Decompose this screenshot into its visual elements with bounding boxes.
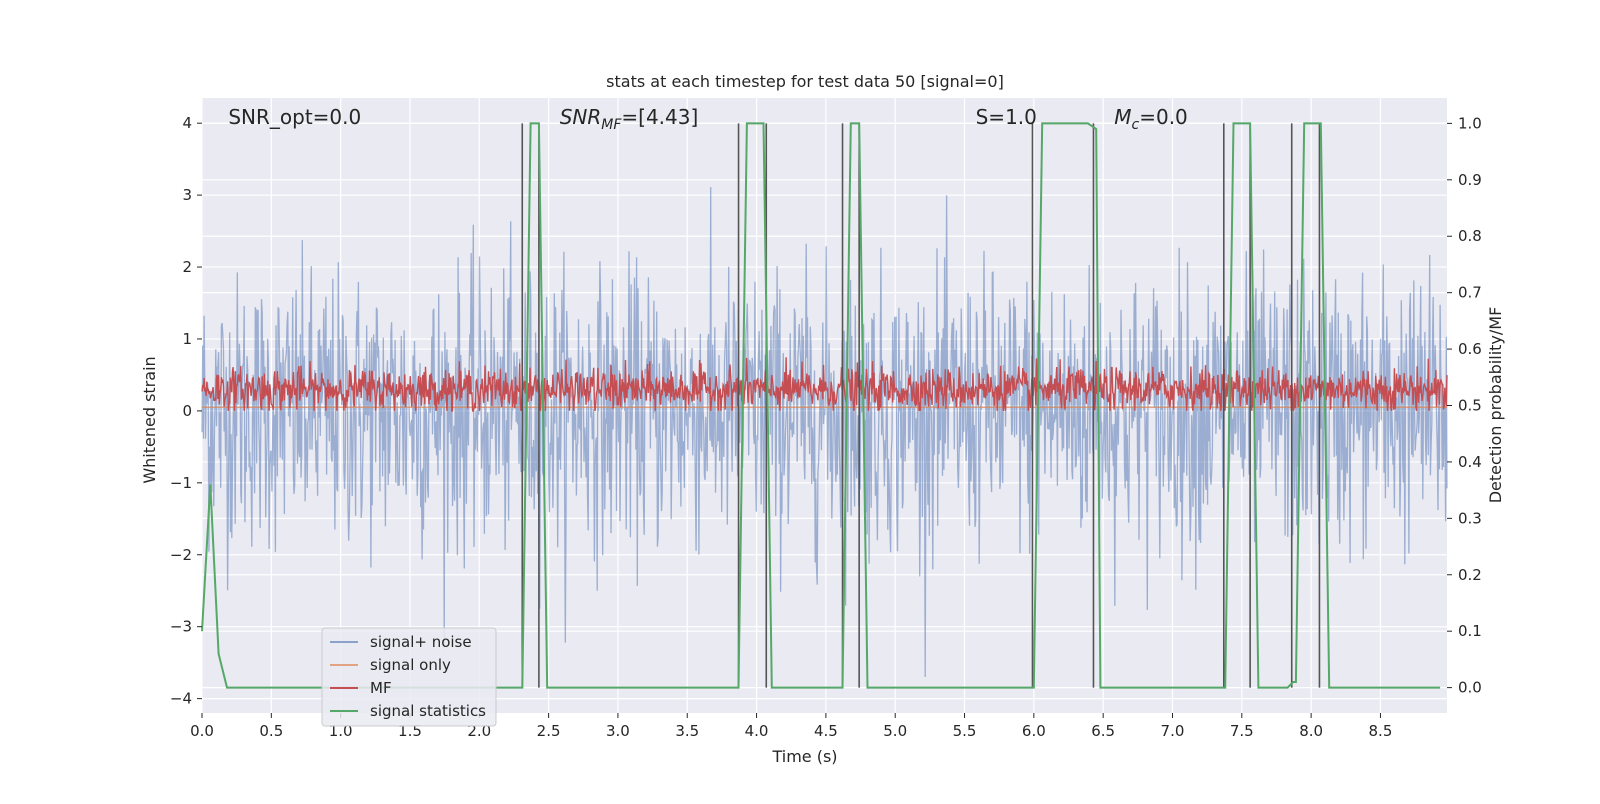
y2-tick-label: 0.9 [1458, 171, 1482, 189]
x-tick-label: 5.0 [883, 722, 907, 740]
annotation-2: S=1.0 [976, 105, 1037, 129]
x-axis-label: Time (s) [771, 747, 837, 766]
y2-tick-label: 1.0 [1458, 114, 1482, 132]
chart-title: stats at each timestep for test data 50 … [606, 72, 1004, 91]
annotation-0: SNR_opt=0.0 [228, 105, 361, 129]
y-tick-label: 4 [182, 114, 192, 132]
x-tick-label: 8.0 [1299, 722, 1323, 740]
legend-box [321, 627, 497, 727]
axes: 0.0 0.5 1.0 1.5 2.0 2.5 3.0 3.5 4.0 4.5 5.0 5.5 6.0 6… [170, 114, 1482, 740]
x-tick-label: 8.5 [1369, 722, 1393, 740]
y2-tick-label: 0.4 [1458, 453, 1482, 471]
x-tick-label: 4.5 [814, 722, 838, 740]
x-tick-label: 3.0 [606, 722, 630, 740]
grid-lines [201, 98, 1447, 713]
x-tick-label: 3.5 [675, 722, 699, 740]
mf-line [201, 357, 1448, 412]
y2-tick-label: 0.7 [1458, 284, 1482, 302]
x-tick-label: 7.5 [1230, 722, 1254, 740]
x-tick-label: 0.5 [259, 722, 283, 740]
x-tick-label: 7.0 [1161, 722, 1185, 740]
annotations: SNR_opt=0.0 SNRMF=[4.43] S=1.0 Mc=0.0 [228, 105, 1187, 133]
legend: signal+ noise signal only MF signal statist… [321, 627, 497, 727]
y2-axis-label: Detection probability/MF [1486, 307, 1505, 504]
x-tick-label: 2.5 [537, 722, 561, 740]
x-tick-label: 6.0 [1022, 722, 1046, 740]
y-tick-label: 2 [182, 258, 192, 276]
x-tick-label: 5.5 [953, 722, 977, 740]
signal-statistics-line [201, 122, 1441, 689]
y-axis-label: Whitened strain [140, 356, 159, 483]
vertical-marker-lines [521, 123, 1321, 688]
y-tick-label: 3 [182, 186, 192, 204]
legend-label: signal statistics [370, 702, 486, 720]
x-tick-label: 4.0 [745, 722, 769, 740]
y2-tick-label: 0.2 [1458, 566, 1482, 584]
signal-noise-series [201, 187, 1448, 678]
y-tick-label: −1 [170, 474, 192, 492]
y2-tick-label: 0.3 [1458, 509, 1482, 527]
y-tick-label: 1 [182, 330, 192, 348]
signal-noise-line [201, 187, 1448, 678]
y2-tick-label: 0.0 [1458, 679, 1482, 697]
y2-tick-label: 0.5 [1458, 397, 1482, 415]
legend-label: signal only [370, 656, 451, 674]
annotation-3: Mc=0.0 [1114, 105, 1188, 133]
y2-tick-label: 0.1 [1458, 622, 1482, 640]
annotation-1: SNRMF=[4.43] [560, 105, 699, 133]
x-tick-label: 6.5 [1091, 722, 1115, 740]
y-tick-label: −2 [170, 546, 192, 564]
y-tick-label: −3 [170, 618, 192, 636]
signal-statistics-series [201, 122, 1441, 689]
mf-series [201, 357, 1448, 412]
y2-tick-label: 0.6 [1458, 340, 1482, 358]
y-tick-label: −4 [170, 690, 192, 708]
x-tick-label: 0.0 [190, 722, 214, 740]
y-tick-label: 0 [182, 402, 192, 420]
legend-label: MF [370, 679, 392, 697]
y2-tick-label: 0.8 [1458, 227, 1482, 245]
legend-label: signal+ noise [370, 633, 472, 651]
